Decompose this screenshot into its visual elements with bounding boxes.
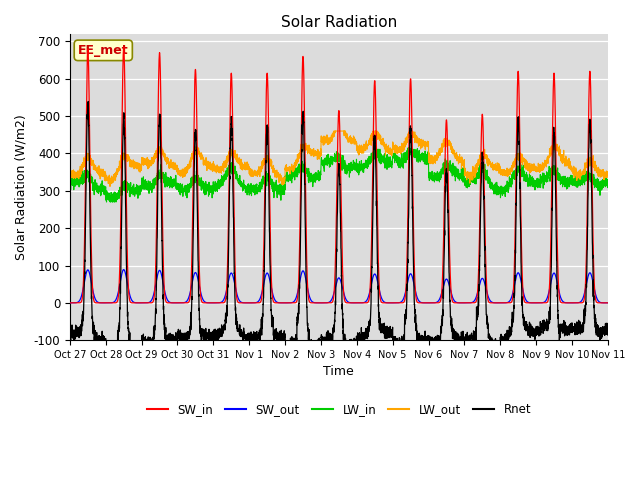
Legend: SW_in, SW_out, LW_in, LW_out, Rnet: SW_in, SW_out, LW_in, LW_out, Rnet bbox=[142, 398, 536, 420]
Text: EE_met: EE_met bbox=[78, 44, 129, 57]
Title: Solar Radiation: Solar Radiation bbox=[281, 15, 397, 30]
X-axis label: Time: Time bbox=[323, 365, 354, 379]
Y-axis label: Solar Radiation (W/m2): Solar Radiation (W/m2) bbox=[15, 114, 28, 260]
